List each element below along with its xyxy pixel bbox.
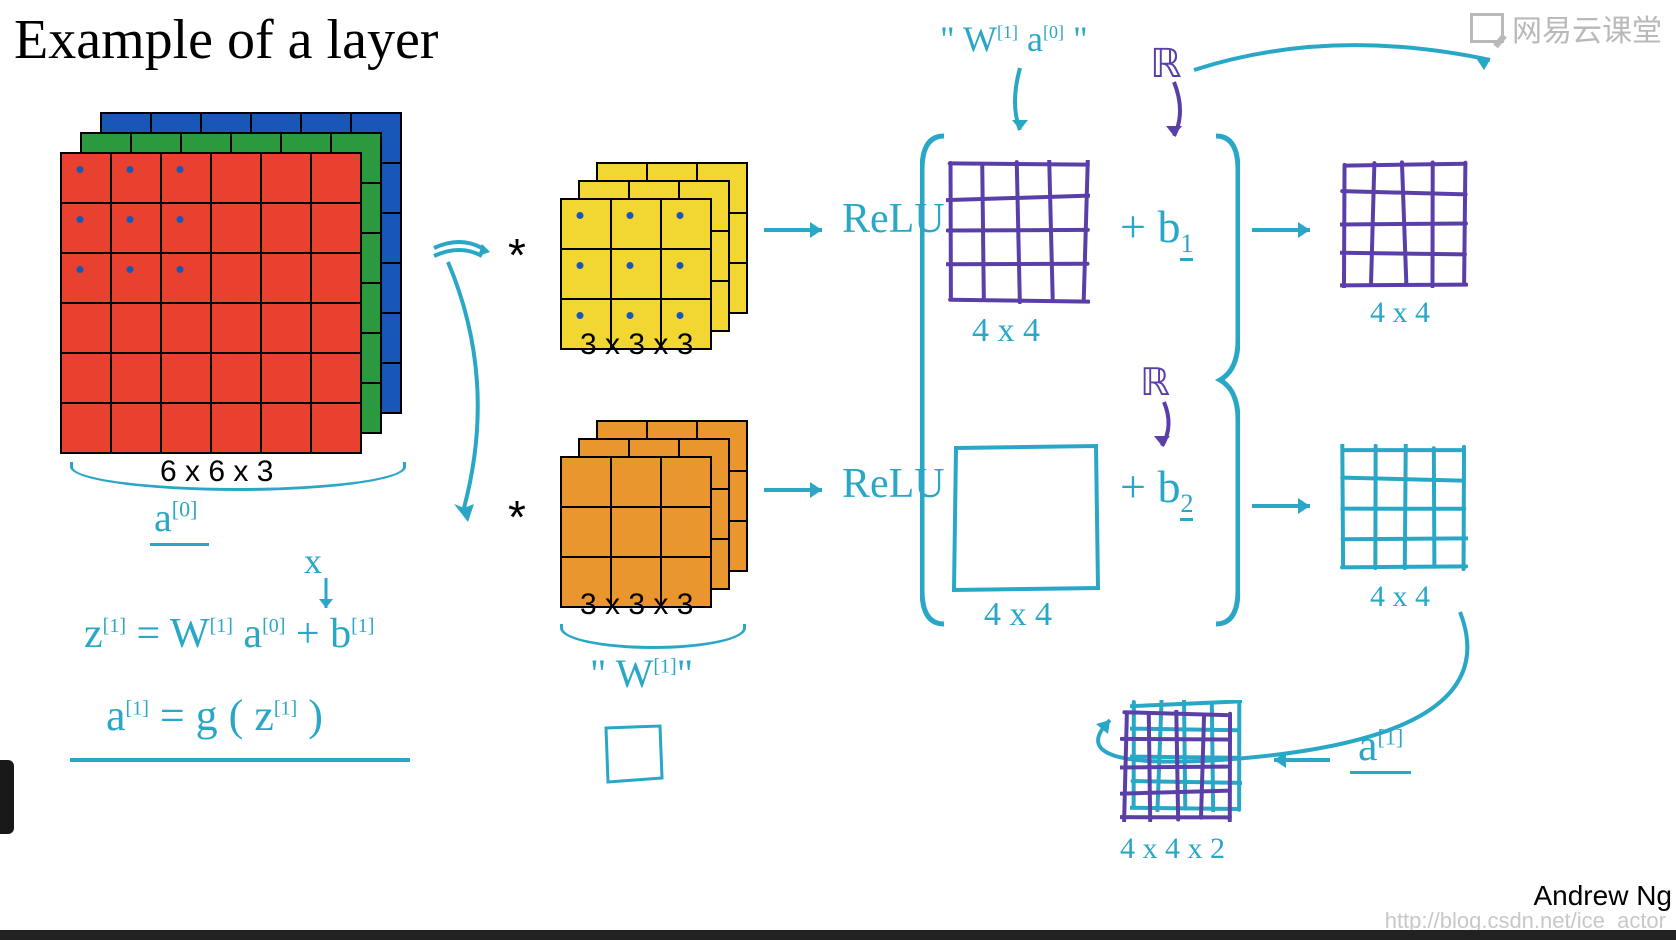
arrow-out-1 bbox=[1248, 212, 1328, 248]
filter-2 bbox=[560, 420, 750, 615]
equation-a: a[1] = g ( z[1] ) bbox=[106, 690, 323, 741]
conv-output-grid-2 bbox=[946, 438, 1106, 598]
arrow-top-curve bbox=[1190, 36, 1510, 106]
page-title: Example of a layer bbox=[14, 8, 438, 72]
a1-label: a[1] bbox=[1350, 720, 1411, 774]
conv-op-2: * bbox=[508, 490, 526, 544]
equation-underline bbox=[70, 758, 410, 762]
arrow-formula-down bbox=[1000, 64, 1040, 144]
brace-filters bbox=[560, 624, 746, 649]
filter2-dims-label: 3 x 3 x 3 bbox=[580, 588, 693, 622]
weights-label: " W[1]" bbox=[590, 650, 693, 697]
activation-grid-2 bbox=[1340, 444, 1468, 577]
arrow-filter2-out bbox=[760, 470, 840, 510]
act1-dims-label: 4 x 4 bbox=[1370, 296, 1430, 330]
arrow-merge bbox=[1000, 610, 1520, 850]
left-tab bbox=[0, 760, 14, 834]
conv-op-1: * bbox=[508, 228, 526, 282]
hand-box-sketch bbox=[600, 720, 670, 790]
conv-output-grid-1 bbox=[946, 160, 1090, 309]
output-volume bbox=[1120, 700, 1244, 824]
arrow-input-to-conv2 bbox=[428, 260, 518, 530]
output-dims-label: 4 x 4 x 2 bbox=[1120, 832, 1225, 866]
arrow-out-2 bbox=[1248, 488, 1328, 524]
arrow-a1 bbox=[1260, 742, 1340, 778]
top-formula-label: " W[1] a[0] " bbox=[940, 18, 1088, 60]
out1-dims-label: 4 x 4 bbox=[972, 312, 1040, 350]
input-volume bbox=[60, 112, 404, 461]
act2-dims-label: 4 x 4 bbox=[1370, 580, 1430, 614]
bias-2-label: + b2 bbox=[1120, 460, 1193, 519]
input-activation-label: a[0] bbox=[150, 494, 209, 546]
filter1-dims-label: 3 x 3 x 3 bbox=[580, 328, 693, 362]
watermark-text: 网易云课堂 bbox=[1512, 6, 1662, 50]
bottom-bar bbox=[0, 930, 1676, 940]
arrow-R-down-2 bbox=[1140, 398, 1190, 458]
bias-1-label: + b1 bbox=[1120, 200, 1193, 259]
activation-grid-1 bbox=[1340, 160, 1468, 293]
input-dims-label: 6 x 6 x 3 bbox=[160, 455, 273, 489]
equation-z: z[1] = W[1] a[0] + b[1] bbox=[84, 610, 374, 658]
arrow-filter1-out bbox=[760, 210, 840, 250]
